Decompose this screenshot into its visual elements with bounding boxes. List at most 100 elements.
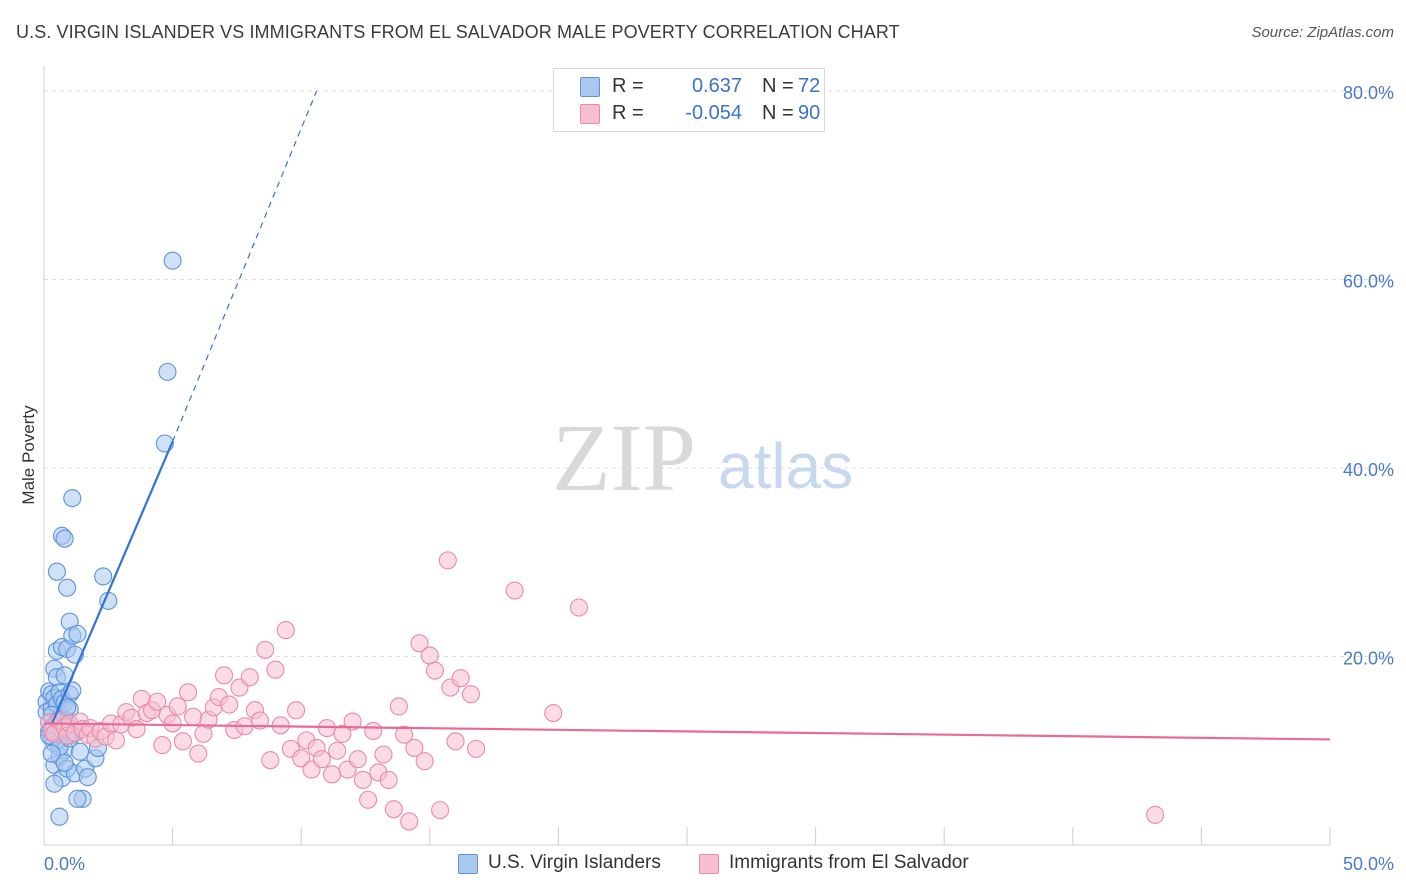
data-point bbox=[261, 751, 280, 770]
data-point bbox=[405, 738, 424, 757]
data-point bbox=[333, 724, 352, 743]
data-point bbox=[287, 701, 306, 720]
legend-n-label: N = bbox=[762, 75, 794, 97]
data-point bbox=[58, 578, 77, 597]
data-point bbox=[400, 812, 419, 831]
data-point bbox=[451, 669, 470, 688]
data-point bbox=[214, 666, 234, 685]
data-point bbox=[55, 753, 74, 773]
data-point bbox=[438, 551, 457, 570]
data-point bbox=[343, 712, 362, 731]
data-point bbox=[379, 770, 398, 790]
data-point bbox=[544, 703, 563, 723]
data-point bbox=[127, 720, 146, 739]
data-point bbox=[359, 790, 378, 809]
watermark-zip: ZIP bbox=[552, 404, 696, 511]
legend-swatch-blue bbox=[580, 77, 600, 97]
legend-r-value: 0.637 bbox=[691, 75, 742, 97]
tick-labels: 20.0% 40.0% 60.0% 80.0% 0.0% 50.0% bbox=[44, 83, 1394, 874]
data-point bbox=[425, 661, 444, 680]
data-point bbox=[189, 744, 208, 763]
trend-line-virgin-islanders bbox=[50, 441, 174, 725]
data-point bbox=[42, 744, 61, 763]
data-point bbox=[276, 621, 295, 640]
data-point bbox=[348, 750, 367, 769]
data-point bbox=[323, 765, 342, 784]
data-point bbox=[148, 692, 167, 711]
series-el-salvador bbox=[40, 551, 1165, 831]
y-tick-label: 60.0% bbox=[1343, 272, 1394, 292]
data-point bbox=[47, 562, 66, 581]
data-point bbox=[410, 634, 429, 653]
trend-line-el-salvador bbox=[43, 722, 1331, 741]
source-credit: Source: ZipAtlas.com bbox=[1251, 24, 1394, 41]
legend-r-label: R = bbox=[612, 102, 644, 124]
data-point bbox=[220, 695, 239, 714]
data-point bbox=[389, 697, 408, 716]
data-point bbox=[395, 725, 414, 744]
data-point bbox=[68, 624, 87, 643]
data-point bbox=[415, 752, 434, 771]
data-point bbox=[153, 736, 172, 755]
data-point bbox=[106, 731, 126, 750]
data-point bbox=[353, 770, 372, 790]
trend-line-extension bbox=[172, 90, 318, 442]
data-point bbox=[63, 489, 82, 508]
data-point bbox=[168, 697, 187, 716]
grid-lines bbox=[44, 90, 1392, 657]
data-points bbox=[37, 251, 1165, 831]
legend-swatch-pink bbox=[580, 104, 600, 124]
data-point bbox=[55, 529, 74, 548]
data-point bbox=[461, 685, 481, 704]
data-point bbox=[94, 567, 113, 586]
data-point bbox=[384, 800, 403, 819]
watermark-atlas: atlas bbox=[718, 430, 853, 502]
bottom-legend-label: Immigrants from El Salvador bbox=[729, 852, 969, 873]
data-point bbox=[420, 646, 439, 665]
data-point bbox=[178, 683, 198, 702]
data-point bbox=[446, 732, 465, 751]
data-point bbox=[505, 581, 524, 600]
y-tick-label: 20.0% bbox=[1343, 649, 1394, 669]
data-point bbox=[569, 598, 589, 617]
data-point bbox=[158, 362, 177, 381]
data-point bbox=[364, 721, 383, 741]
data-point bbox=[240, 668, 259, 687]
bottom-legend-swatch-pink bbox=[699, 854, 719, 874]
legend-n-label: N = bbox=[762, 102, 794, 124]
data-point bbox=[68, 789, 87, 808]
data-point bbox=[163, 714, 182, 733]
y-tick-label: 80.0% bbox=[1343, 83, 1394, 103]
data-point bbox=[292, 749, 311, 768]
data-point bbox=[328, 741, 347, 760]
data-point bbox=[317, 719, 336, 738]
correlation-legend: R = 0.637 N = 72 R = -0.054 N = 90 bbox=[553, 68, 825, 132]
watermark: ZIP atlas bbox=[552, 404, 853, 511]
data-point bbox=[266, 660, 285, 679]
data-point bbox=[163, 251, 182, 270]
bottom-legend-label: U.S. Virgin Islanders bbox=[488, 852, 661, 873]
data-point bbox=[431, 801, 450, 820]
data-point bbox=[78, 768, 97, 787]
legend-r-label: R = bbox=[612, 75, 644, 97]
trend-lines bbox=[43, 90, 1331, 741]
data-point bbox=[45, 774, 64, 793]
data-point bbox=[70, 742, 90, 761]
chart-title: U.S. VIRGIN ISLANDER VS IMMIGRANTS FROM … bbox=[16, 22, 900, 42]
legend-r-value: -0.054 bbox=[685, 102, 742, 124]
data-point bbox=[312, 750, 331, 769]
data-point bbox=[256, 640, 275, 659]
data-point bbox=[467, 739, 486, 758]
data-point bbox=[1146, 805, 1165, 824]
data-point bbox=[50, 807, 69, 826]
data-point bbox=[173, 732, 192, 751]
bottom-legend-swatch-blue bbox=[458, 854, 478, 874]
legend-n-value: 72 bbox=[798, 75, 821, 97]
x-tick-label: 0.0% bbox=[44, 854, 85, 874]
data-point bbox=[250, 711, 270, 730]
x-tick-label: 50.0% bbox=[1343, 854, 1394, 874]
data-point bbox=[184, 707, 203, 726]
data-point bbox=[374, 745, 393, 764]
legend-n-value: 90 bbox=[798, 102, 821, 124]
